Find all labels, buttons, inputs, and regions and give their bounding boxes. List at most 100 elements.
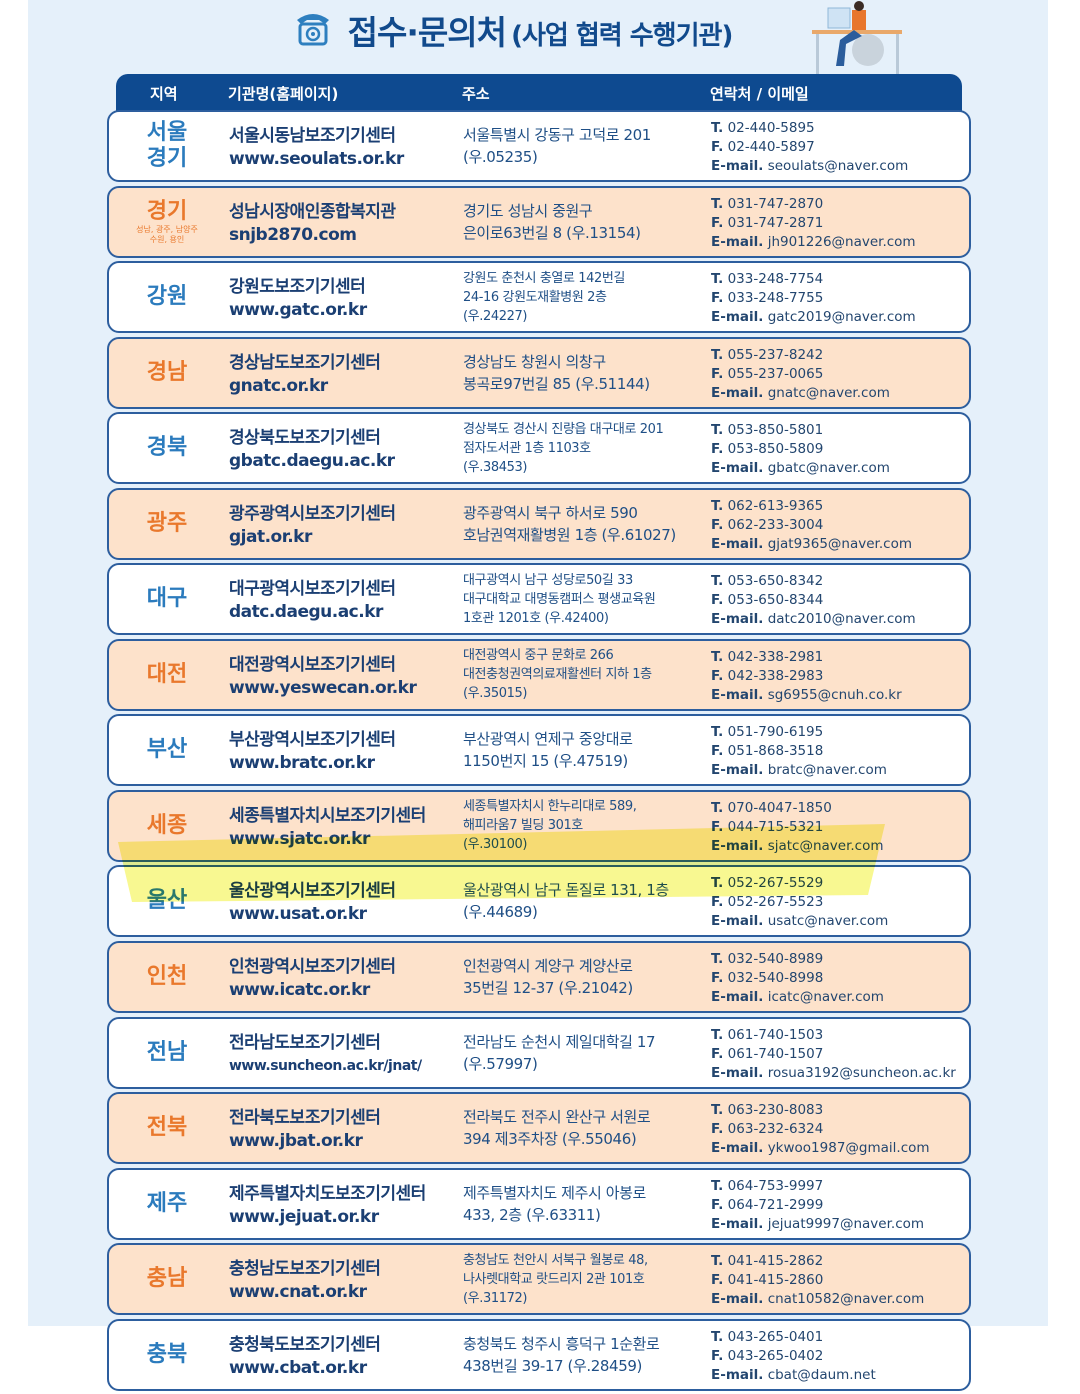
email: E-mail. sg6955@cnuh.co.kr	[711, 686, 902, 705]
email-address[interactable]: usatc@naver.com	[767, 913, 889, 930]
email: E-mail. rosua3192@suncheon.ac.kr	[711, 1064, 956, 1083]
org-cell: 인천광역시보조기기센터 www.icatc.or.kr	[229, 956, 396, 1002]
org-homepage-link[interactable]: gbatc.daegu.ac.kr	[229, 451, 395, 472]
email: E-mail. jh901226@naver.com	[711, 233, 916, 252]
org-name: 제주특별자치도보조기기센터	[229, 1183, 426, 1204]
org-cell: 광주광역시보조기기센터 gjat.or.kr	[229, 503, 396, 549]
email-address[interactable]: sg6955@cnuh.co.kr	[767, 686, 902, 703]
address-line: 부산광역시 연제구 중앙대로	[463, 730, 633, 749]
email-address[interactable]: datc2010@naver.com	[767, 611, 916, 628]
org-homepage-link[interactable]: www.yeswecan.or.kr	[229, 677, 417, 698]
email-address[interactable]: cnat10582@naver.com	[767, 1291, 925, 1308]
region-cell: 대구	[109, 565, 225, 633]
email-label: E-mail.	[711, 535, 764, 552]
region-name: 부산	[146, 737, 188, 763]
address-cell: 울산광역시 남구 돋질로 131, 1층 (우.44689)	[463, 867, 703, 935]
table-row: 대전 대전광역시보조기기센터 www.yeswecan.or.kr 대전광역시 …	[107, 638, 971, 711]
contact-cell: T. 041-415-2862 F. 041-415-2860 E-mail. …	[711, 1252, 924, 1309]
tel-label: T.	[711, 346, 724, 363]
org-homepage-link[interactable]: www.seoulats.or.kr	[229, 149, 404, 169]
org-homepage-link[interactable]: www.cnat.or.kr	[229, 1282, 367, 1303]
email-label: E-mail.	[711, 611, 764, 628]
table-row: 전남 전라남도보조기기센터 www.suncheon.ac.kr/jnat/ 전…	[107, 1016, 971, 1089]
tel-number: 055-237-8242	[727, 346, 824, 363]
org-name: 울산광역시보조기기센터	[229, 881, 396, 902]
contact-cell: T. 062-613-9365 F. 062-233-3004 E-mail. …	[711, 497, 912, 554]
email-address[interactable]: jh901226@naver.com	[767, 233, 916, 250]
email: E-mail. icatc@naver.com	[711, 988, 884, 1007]
fax-label: F.	[711, 290, 724, 307]
email-label: E-mail.	[711, 913, 764, 930]
org-homepage-link[interactable]: snjb2870.com	[229, 224, 357, 245]
org-name: 충청남도보조기기센터	[229, 1259, 381, 1280]
tel-label: T.	[711, 724, 724, 741]
fax-label: F.	[711, 365, 724, 382]
org-homepage-link[interactable]: www.icatc.or.kr	[229, 980, 370, 1001]
fax-number: 031-747-2871	[727, 214, 824, 231]
header-address: 주소	[462, 85, 490, 103]
tel-number: 031-747-2870	[727, 195, 824, 212]
email-address[interactable]: rosua3192@suncheon.ac.kr	[767, 1064, 956, 1081]
fax-number: 064-721-2999	[727, 1196, 824, 1213]
org-homepage-link[interactable]: www.suncheon.ac.kr/jnat/	[229, 1057, 422, 1074]
tel: T. 053-850-5801	[711, 421, 890, 440]
email-label: E-mail.	[711, 686, 764, 703]
email-address[interactable]: gjat9365@naver.com	[767, 535, 912, 552]
table-row: 서울 경기 서울시동남보조기기센터 www.seoulats.or.kr 서울특…	[107, 110, 971, 182]
email-address[interactable]: sjatc@naver.com	[767, 837, 884, 854]
agency-table: 서울 경기 서울시동남보조기기센터 www.seoulats.or.kr 서울특…	[107, 110, 971, 1394]
org-cell: 서울시동남보조기기센터 www.seoulats.or.kr	[229, 125, 404, 171]
address-line: 경상남도 창원시 의창구	[463, 352, 606, 371]
org-cell: 대전광역시보조기기센터 www.yeswecan.or.kr	[229, 654, 417, 700]
org-homepage-link[interactable]: www.sjatc.or.kr	[229, 828, 370, 849]
address-line: 24-16 강원도재활병원 2층	[463, 289, 607, 305]
address-line: 438번길 39-17 (우.28459)	[463, 1356, 642, 1375]
address-line: 1호관 1201호 (우.42400)	[463, 610, 609, 626]
region-name: 경북	[146, 435, 188, 461]
email-address[interactable]: gbatc@naver.com	[767, 460, 890, 477]
org-cell: 대구광역시보조기기센터 datc.daegu.ac.kr	[229, 578, 396, 624]
region-name: 서울 경기	[146, 120, 188, 171]
fax-number: 053-650-8344	[727, 592, 824, 609]
org-cell: 강원도보조기기센터 www.gatc.or.kr	[229, 276, 367, 322]
tel-number: 070-4047-1850	[727, 799, 832, 816]
org-homepage-link[interactable]: gnatc.or.kr	[229, 375, 328, 396]
email-address[interactable]: icatc@naver.com	[767, 989, 884, 1006]
org-homepage-link[interactable]: www.jejuat.or.kr	[229, 1206, 379, 1227]
org-homepage-link[interactable]: www.usat.or.kr	[229, 904, 367, 925]
fax: F. 041-415-2860	[711, 1271, 924, 1290]
org-name: 전라북도보조기기센터	[229, 1108, 381, 1129]
contact-cell: T. 043-265-0401 F. 043-265-0402 E-mail. …	[711, 1328, 876, 1385]
org-name: 대구광역시보조기기센터	[229, 579, 396, 600]
fax-number: 033-248-7755	[727, 290, 824, 307]
address-cell: 부산광역시 연제구 중앙대로 1150번지 15 (우.47519)	[463, 716, 703, 784]
email-address[interactable]: gnatc@naver.com	[767, 384, 890, 401]
email: E-mail. gbatc@naver.com	[711, 459, 890, 478]
page-title: 접수·문의처 (사업 협력 수행기관)	[0, 6, 1080, 54]
email-address[interactable]: seoulats@naver.com	[767, 158, 909, 174]
region-name: 충북	[146, 1341, 188, 1367]
fax-label: F.	[711, 516, 724, 533]
org-name: 세종특별자치시보조기기센터	[229, 805, 426, 826]
tel: T. 070-4047-1850	[711, 799, 884, 818]
fax: F. 061-740-1507	[711, 1045, 956, 1064]
email-address[interactable]: jejuat9997@naver.com	[767, 1215, 925, 1232]
org-homepage-link[interactable]: www.gatc.or.kr	[229, 300, 367, 321]
region-cell: 대전	[109, 641, 225, 709]
region-name: 인천	[146, 964, 188, 990]
fax: F. 051-868-3518	[711, 742, 887, 761]
org-homepage-link[interactable]: gjat.or.kr	[229, 526, 312, 547]
email-address[interactable]: cbat@daum.net	[767, 1366, 876, 1383]
fax: F. 064-721-2999	[711, 1196, 924, 1215]
org-homepage-link[interactable]: www.jbat.or.kr	[229, 1131, 363, 1152]
email-address[interactable]: bratc@naver.com	[767, 762, 887, 779]
email-label: E-mail.	[711, 837, 764, 854]
region-cell: 제주	[109, 1170, 225, 1238]
org-name: 부산광역시보조기기센터	[229, 730, 396, 751]
email-address[interactable]: ykwoo1987@gmail.com	[767, 1140, 930, 1157]
fax-label: F.	[711, 1347, 724, 1364]
org-homepage-link[interactable]: datc.daegu.ac.kr	[229, 602, 383, 623]
org-homepage-link[interactable]: www.bratc.or.kr	[229, 753, 375, 774]
email-address[interactable]: gatc2019@naver.com	[767, 309, 916, 326]
org-homepage-link[interactable]: www.cbat.or.kr	[229, 1357, 367, 1378]
